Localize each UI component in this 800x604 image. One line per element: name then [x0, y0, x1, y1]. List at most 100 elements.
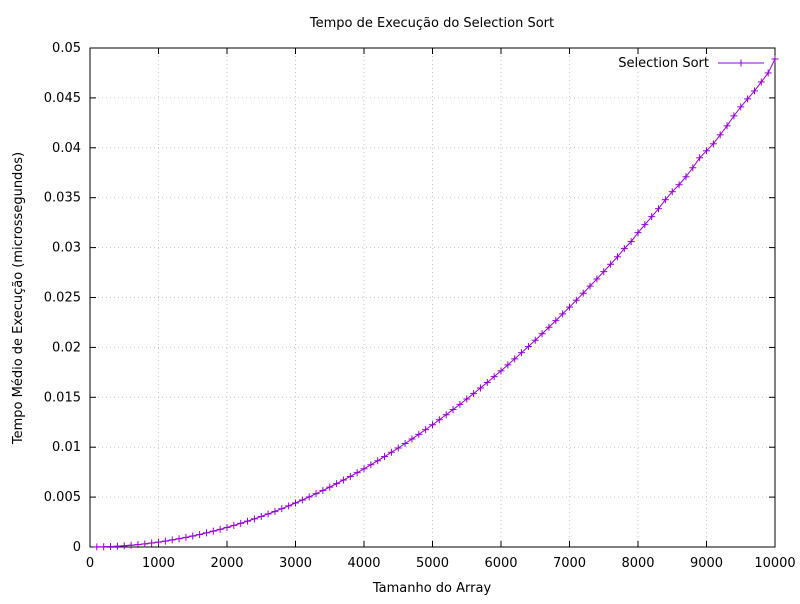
data-point [607, 260, 615, 268]
data-point [360, 465, 368, 473]
data-point [107, 543, 115, 551]
legend: Selection Sort [618, 56, 764, 71]
data-point [346, 472, 354, 480]
data-point [141, 540, 149, 548]
data-point [579, 289, 587, 297]
y-tick-label: 0.045 [44, 91, 81, 106]
data-point [518, 349, 526, 357]
data-point [367, 461, 375, 469]
data-point [730, 112, 738, 120]
data-point [127, 541, 135, 549]
y-tick-label: 0.005 [44, 490, 81, 505]
data-point [483, 378, 491, 386]
data-point [182, 533, 190, 541]
x-tick-label: 2000 [210, 556, 243, 571]
legend-marker [737, 59, 745, 67]
data-point [381, 453, 389, 461]
data-point [333, 480, 341, 488]
data-point [202, 529, 210, 537]
data-point [545, 323, 553, 331]
data-point [566, 303, 573, 311]
data-point [374, 457, 382, 465]
x-tick-label: 8000 [621, 556, 654, 571]
x-tick-label: 5000 [416, 556, 449, 571]
data-point [682, 173, 690, 181]
data-point [552, 317, 560, 325]
y-axis-label: Tempo Médio de Execução (microssegundos) [11, 152, 26, 445]
data-point [613, 253, 621, 261]
data-point [593, 275, 601, 283]
data-point [661, 196, 669, 204]
ticks-layer: 0 1000 2000 3000 4000 5000 6000 7000 8000 9000 100… [44, 41, 796, 571]
data-point [339, 476, 347, 484]
data-point [696, 154, 704, 162]
data-point [627, 238, 635, 246]
data-point [244, 517, 252, 525]
x-tick-label: 7000 [553, 556, 586, 571]
data-point [285, 502, 293, 510]
data-point [264, 510, 272, 518]
data-point [196, 531, 204, 539]
data-point [230, 521, 238, 529]
data-point [675, 181, 683, 189]
data-point [449, 406, 457, 414]
data-point [305, 493, 313, 501]
data-point [312, 490, 320, 498]
data-point [161, 537, 169, 545]
data-point [257, 512, 265, 520]
data-point [387, 448, 395, 456]
data-point [456, 400, 464, 408]
data-point [250, 515, 258, 523]
data-point [723, 122, 731, 130]
data-point [744, 95, 752, 103]
x-tick-label: 3000 [279, 556, 312, 571]
data-point [490, 373, 498, 381]
data-point [497, 367, 505, 375]
data-point [93, 543, 101, 551]
y-tick-label: 0.025 [44, 291, 81, 306]
data-point [600, 268, 608, 276]
x-axis-label: Tamanho do Array [372, 581, 492, 596]
data-point [757, 78, 765, 86]
data-point [559, 310, 567, 318]
data-point [764, 69, 772, 77]
data-point [586, 282, 594, 290]
data-point [709, 140, 717, 148]
series-line [96, 58, 776, 548]
data-point [531, 336, 539, 344]
data-point [511, 355, 519, 363]
data-point [504, 361, 512, 369]
data-point [278, 505, 286, 513]
y-tick-label: 0.015 [44, 390, 81, 405]
data-point [100, 543, 108, 551]
data-point [216, 525, 224, 533]
data-point [401, 440, 409, 448]
data-point [442, 411, 450, 419]
y-tick-label: 0.01 [52, 440, 81, 455]
y-tick-label: 0.04 [52, 141, 81, 156]
data-point [463, 395, 471, 403]
data-point [271, 507, 279, 515]
data-point [175, 535, 183, 543]
data-point [408, 435, 416, 443]
chart-title: Tempo de Execução do Selection Sort [309, 16, 554, 31]
data-point [689, 164, 697, 172]
data-point [353, 469, 361, 477]
data-point [223, 523, 231, 531]
data-point [394, 444, 402, 452]
data-point [620, 245, 628, 253]
data-point [113, 542, 121, 550]
data-point [435, 416, 443, 424]
data-point [148, 539, 156, 547]
x-tick-label: 10000 [754, 556, 795, 571]
data-point [319, 486, 327, 494]
data-point [155, 538, 162, 546]
data-point [168, 536, 176, 544]
data-point [655, 205, 663, 213]
y-tick-label: 0.035 [44, 191, 81, 206]
y-tick-label: 0.02 [52, 340, 81, 355]
legend-label: Selection Sort [618, 56, 709, 71]
series-layer [93, 55, 779, 551]
